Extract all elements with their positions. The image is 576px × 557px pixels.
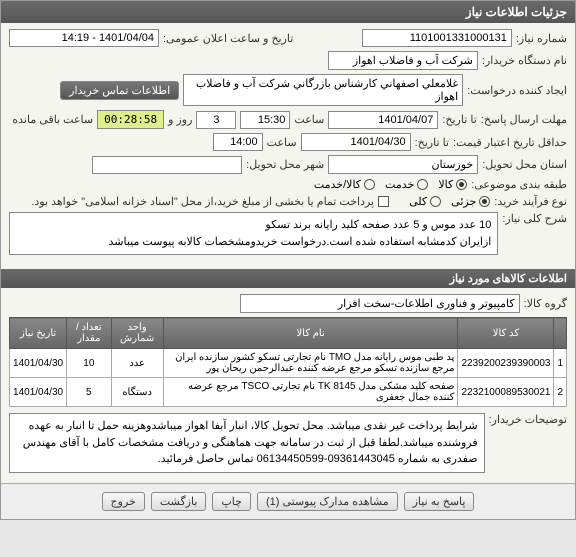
table-row: 12239200239390003پد طبی موس رایانه مدل T… [10, 349, 567, 378]
table-cell: عدد [111, 349, 163, 378]
table-cell: 2 [554, 378, 567, 407]
pay-note-label: پرداخت تمام یا بخشی از مبلغ خرید،از محل … [31, 195, 374, 208]
deadline-label: مهلت ارسال پاسخ: [481, 113, 567, 126]
radio-service[interactable] [417, 179, 428, 190]
table-cell: 10 [67, 349, 111, 378]
buy-type-label: نوع فرآیند خرید: [494, 195, 567, 208]
desc-box: 10 عدد موس و 5 عدد صفحه کلید رایانه برند… [9, 212, 498, 255]
province-label: استان محل تحویل: [482, 158, 567, 171]
validity-time-field: 14:00 [213, 133, 263, 151]
radio-full[interactable] [430, 196, 441, 207]
subject-type-label: طبقه بندی موضوعی: [471, 178, 567, 191]
table-header: کد کالا [458, 318, 554, 349]
table-cell: پد طبی موس رایانه مدل TMO نام تجارتی تسک… [163, 349, 458, 378]
countdown-timer: 00:28:58 [97, 110, 164, 129]
opt-service-label: خدمت [385, 178, 414, 191]
table-cell: 1 [554, 349, 567, 378]
days-left-field: 3 [196, 111, 236, 129]
pub-time-label: تاریخ و ساعت اعلان عمومی: [163, 32, 293, 45]
reply-button[interactable]: پاسخ به نیاز [404, 492, 475, 511]
table-cell: 1401/04/30 [10, 349, 67, 378]
buyer-note-box: شرایط پرداخت غیر نقدی میباشد. محل تحویل … [9, 413, 485, 473]
back-button[interactable]: بازگشت [151, 492, 207, 511]
table-cell: صفحه کلید مشکی مدل TK 8145 نام تجارتی TS… [163, 378, 458, 407]
exit-button[interactable]: خروج [102, 492, 145, 511]
contact-button[interactable]: اطلاعات تماس خریدار [60, 81, 179, 100]
validity-to-label: تا تاریخ: [415, 136, 449, 149]
org-label: نام دستگاه خریدار: [482, 54, 567, 67]
table-cell: 5 [67, 378, 111, 407]
opt-goods-label: کالا [438, 178, 453, 191]
table-header [554, 318, 567, 349]
deadline-time-field: 15:30 [240, 111, 290, 129]
table-header: تعداد / مقدار [67, 318, 111, 349]
docs-button[interactable]: مشاهده مدارک پیوستی (1) [257, 492, 398, 511]
group-label: گروه کالا: [524, 297, 567, 310]
buy-type-group: جزئی کلی [409, 195, 490, 208]
subject-type-group: کالا خدمت کالا/خدمت [314, 178, 467, 191]
validity-label: حداقل تاریخ اعتبار قیمت: [453, 136, 567, 149]
table-header: واحد شمارش [111, 318, 163, 349]
radio-goods[interactable] [456, 179, 467, 190]
items-table: کد کالانام کالاواحد شمارشتعداد / مقدارتا… [9, 317, 567, 407]
opt-partial-label: جزئی [451, 195, 476, 208]
creator-field: غلامعلي اصفهاني کارشناس بازرگاني شرکت آب… [183, 74, 463, 106]
table-cell: 2239200239390003 [458, 349, 554, 378]
radio-partial[interactable] [479, 196, 490, 207]
deadline-to-label: تا تاریخ: [442, 113, 476, 126]
deadline-date-field: 1401/04/07 [328, 111, 438, 129]
validity-date-field: 1401/04/30 [301, 133, 411, 151]
desc-label: شرح کلی نیاز: [502, 212, 567, 225]
creator-label: ایجاد کننده درخواست: [467, 84, 567, 97]
city-field [92, 156, 242, 174]
table-cell: 1401/04/30 [10, 378, 67, 407]
table-header: نام کالا [163, 318, 458, 349]
table-row: 22232100089530021صفحه کلید مشکی مدل TK 8… [10, 378, 567, 407]
time-label-1: ساعت [294, 113, 324, 126]
table-header: تاریخ نیاز [10, 318, 67, 349]
table-cell: دستگاه [111, 378, 163, 407]
days-label: روز و [168, 113, 192, 126]
pub-time-field: 1401/04/04 - 14:19 [9, 29, 159, 47]
need-no-label: شماره نیاز: [516, 32, 567, 45]
group-field: کامپیوتر و فناوری اطلاعات-سخت افزار [240, 294, 520, 313]
buyer-note-label: توضیحات خریدار: [489, 413, 567, 426]
opt-full-label: کلی [409, 195, 427, 208]
treasury-checkbox[interactable] [378, 196, 389, 207]
city-label: شهر محل تحویل: [246, 158, 324, 171]
print-button[interactable]: چاپ [212, 492, 251, 511]
opt-both-label: کالا/خدمت [314, 178, 361, 191]
radio-both[interactable] [364, 179, 375, 190]
panel-title: جزئیات اطلاعات نیاز [1, 1, 575, 23]
table-cell: 2232100089530021 [458, 378, 554, 407]
remain-label: ساعت باقی مانده [12, 113, 93, 126]
items-header: اطلاعات کالاهای مورد نیاز [1, 269, 575, 288]
need-no-field: 1101001331000131 [362, 29, 512, 47]
time-label-2: ساعت [267, 136, 297, 149]
org-field: شرکت آب و فاضلاب اهواز [328, 51, 478, 70]
province-field: خوزستان [328, 155, 478, 174]
